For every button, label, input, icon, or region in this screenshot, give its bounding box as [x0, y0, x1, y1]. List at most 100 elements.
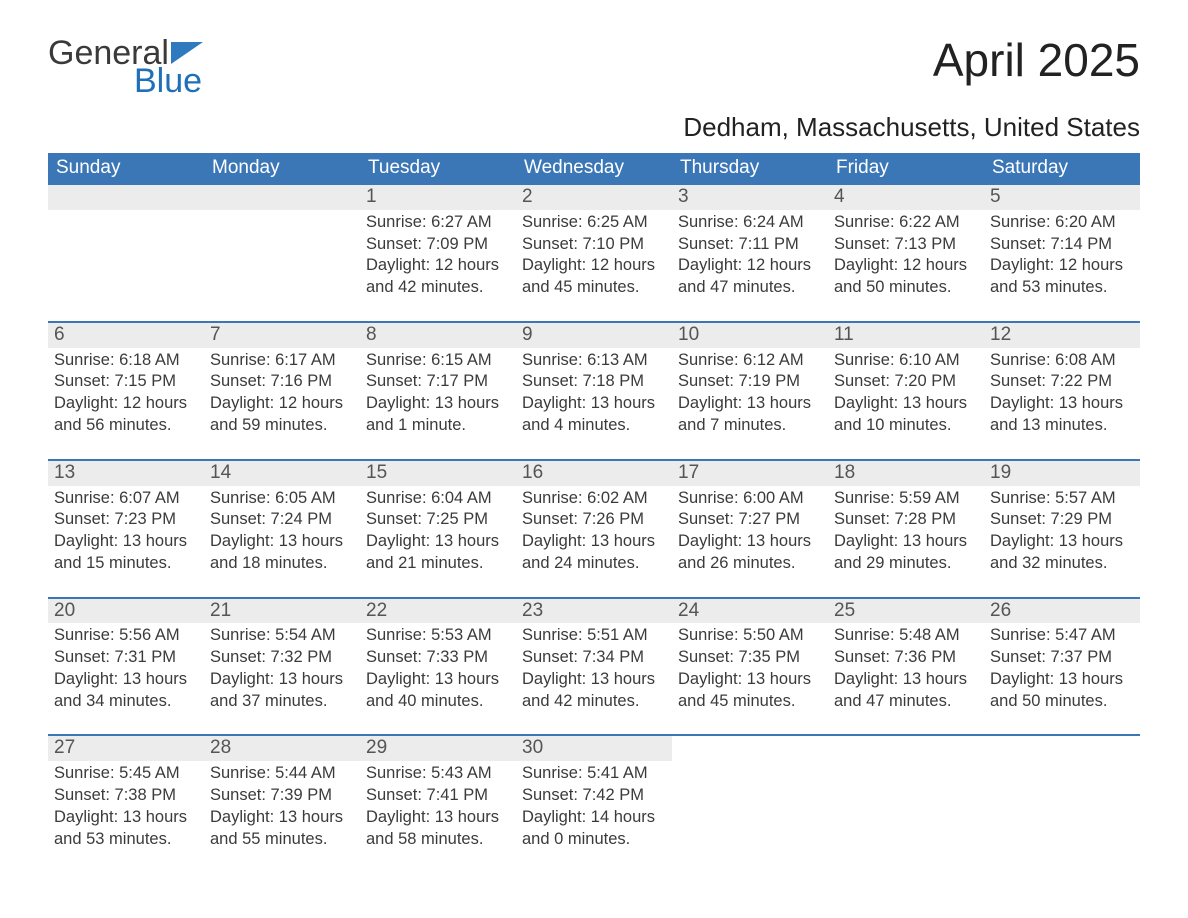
weekday-header: Tuesday	[360, 153, 516, 184]
calendar-cell: 7Sunrise: 6:17 AMSunset: 7:16 PMDaylight…	[204, 322, 360, 460]
calendar-cell: 30Sunrise: 5:41 AMSunset: 7:42 PMDayligh…	[516, 735, 672, 872]
calendar-cell: 2Sunrise: 6:25 AMSunset: 7:10 PMDaylight…	[516, 184, 672, 322]
calendar-cell: 4Sunrise: 6:22 AMSunset: 7:13 PMDaylight…	[828, 184, 984, 322]
day-number: 22	[360, 599, 516, 624]
day-details: Sunrise: 6:08 AMSunset: 7:22 PMDaylight:…	[984, 348, 1140, 459]
day-number: 25	[828, 599, 984, 624]
calendar-cell: 25Sunrise: 5:48 AMSunset: 7:36 PMDayligh…	[828, 598, 984, 736]
day-number: 6	[48, 323, 204, 348]
day-number: 18	[828, 461, 984, 486]
day-number: 1	[360, 185, 516, 210]
day-details: Sunrise: 5:56 AMSunset: 7:31 PMDaylight:…	[48, 623, 204, 734]
calendar-cell: 18Sunrise: 5:59 AMSunset: 7:28 PMDayligh…	[828, 460, 984, 598]
calendar-cell-empty	[204, 184, 360, 322]
calendar-cell: 22Sunrise: 5:53 AMSunset: 7:33 PMDayligh…	[360, 598, 516, 736]
calendar-cell-empty	[828, 735, 984, 872]
day-number: 7	[204, 323, 360, 348]
calendar-cell: 20Sunrise: 5:56 AMSunset: 7:31 PMDayligh…	[48, 598, 204, 736]
day-details: Sunrise: 6:02 AMSunset: 7:26 PMDaylight:…	[516, 486, 672, 597]
day-number: 27	[48, 736, 204, 761]
day-number: 8	[360, 323, 516, 348]
day-details: Sunrise: 5:54 AMSunset: 7:32 PMDaylight:…	[204, 623, 360, 734]
day-number: 5	[984, 185, 1140, 210]
calendar-cell-empty	[672, 735, 828, 872]
calendar-cell: 12Sunrise: 6:08 AMSunset: 7:22 PMDayligh…	[984, 322, 1140, 460]
day-number: 26	[984, 599, 1140, 624]
calendar-cell: 15Sunrise: 6:04 AMSunset: 7:25 PMDayligh…	[360, 460, 516, 598]
calendar-cell-empty	[48, 184, 204, 322]
day-details: Sunrise: 5:59 AMSunset: 7:28 PMDaylight:…	[828, 486, 984, 597]
calendar-cell-empty	[984, 735, 1140, 872]
calendar-cell: 6Sunrise: 6:18 AMSunset: 7:15 PMDaylight…	[48, 322, 204, 460]
day-details: Sunrise: 6:24 AMSunset: 7:11 PMDaylight:…	[672, 210, 828, 321]
day-details: Sunrise: 5:48 AMSunset: 7:36 PMDaylight:…	[828, 623, 984, 734]
header-row: General Blue April 2025	[48, 36, 1140, 98]
calendar-cell: 3Sunrise: 6:24 AMSunset: 7:11 PMDaylight…	[672, 184, 828, 322]
calendar-cell: 16Sunrise: 6:02 AMSunset: 7:26 PMDayligh…	[516, 460, 672, 598]
day-number: 20	[48, 599, 204, 624]
calendar-cell: 11Sunrise: 6:10 AMSunset: 7:20 PMDayligh…	[828, 322, 984, 460]
calendar-cell: 23Sunrise: 5:51 AMSunset: 7:34 PMDayligh…	[516, 598, 672, 736]
day-details: Sunrise: 5:50 AMSunset: 7:35 PMDaylight:…	[672, 623, 828, 734]
day-details: Sunrise: 6:18 AMSunset: 7:15 PMDaylight:…	[48, 348, 204, 459]
weekday-header: Sunday	[48, 153, 204, 184]
weekday-header: Saturday	[984, 153, 1140, 184]
calendar-cell: 21Sunrise: 5:54 AMSunset: 7:32 PMDayligh…	[204, 598, 360, 736]
day-details: Sunrise: 5:53 AMSunset: 7:33 PMDaylight:…	[360, 623, 516, 734]
day-number: 17	[672, 461, 828, 486]
weekday-header: Friday	[828, 153, 984, 184]
day-number: 15	[360, 461, 516, 486]
weekday-header: Monday	[204, 153, 360, 184]
calendar-body: 1Sunrise: 6:27 AMSunset: 7:09 PMDaylight…	[48, 184, 1140, 872]
day-details: Sunrise: 5:43 AMSunset: 7:41 PMDaylight:…	[360, 761, 516, 872]
day-details: Sunrise: 5:47 AMSunset: 7:37 PMDaylight:…	[984, 623, 1140, 734]
weekday-header: Thursday	[672, 153, 828, 184]
day-number: 9	[516, 323, 672, 348]
day-details: Sunrise: 6:00 AMSunset: 7:27 PMDaylight:…	[672, 486, 828, 597]
day-number: 14	[204, 461, 360, 486]
calendar-cell: 13Sunrise: 6:07 AMSunset: 7:23 PMDayligh…	[48, 460, 204, 598]
day-number: 19	[984, 461, 1140, 486]
calendar-cell: 14Sunrise: 6:05 AMSunset: 7:24 PMDayligh…	[204, 460, 360, 598]
flag-icon	[171, 42, 203, 64]
day-details: Sunrise: 6:15 AMSunset: 7:17 PMDaylight:…	[360, 348, 516, 459]
brand-logo: General Blue	[48, 36, 203, 98]
day-number: 12	[984, 323, 1140, 348]
day-details: Sunrise: 5:41 AMSunset: 7:42 PMDaylight:…	[516, 761, 672, 872]
day-number: 29	[360, 736, 516, 761]
calendar-cell: 9Sunrise: 6:13 AMSunset: 7:18 PMDaylight…	[516, 322, 672, 460]
page-title: April 2025	[933, 36, 1140, 84]
day-details: Sunrise: 5:51 AMSunset: 7:34 PMDaylight:…	[516, 623, 672, 734]
day-details: Sunrise: 5:44 AMSunset: 7:39 PMDaylight:…	[204, 761, 360, 872]
day-number: 23	[516, 599, 672, 624]
day-details: Sunrise: 6:13 AMSunset: 7:18 PMDaylight:…	[516, 348, 672, 459]
calendar-cell: 8Sunrise: 6:15 AMSunset: 7:17 PMDaylight…	[360, 322, 516, 460]
day-number: 13	[48, 461, 204, 486]
day-details: Sunrise: 6:10 AMSunset: 7:20 PMDaylight:…	[828, 348, 984, 459]
day-number: 3	[672, 185, 828, 210]
day-details: Sunrise: 6:07 AMSunset: 7:23 PMDaylight:…	[48, 486, 204, 597]
day-number: 10	[672, 323, 828, 348]
calendar-cell: 26Sunrise: 5:47 AMSunset: 7:37 PMDayligh…	[984, 598, 1140, 736]
day-details: Sunrise: 6:22 AMSunset: 7:13 PMDaylight:…	[828, 210, 984, 321]
day-number: 16	[516, 461, 672, 486]
day-number: 24	[672, 599, 828, 624]
day-number: 11	[828, 323, 984, 348]
calendar-cell: 10Sunrise: 6:12 AMSunset: 7:19 PMDayligh…	[672, 322, 828, 460]
calendar-cell: 19Sunrise: 5:57 AMSunset: 7:29 PMDayligh…	[984, 460, 1140, 598]
calendar-cell: 24Sunrise: 5:50 AMSunset: 7:35 PMDayligh…	[672, 598, 828, 736]
day-details: Sunrise: 6:17 AMSunset: 7:16 PMDaylight:…	[204, 348, 360, 459]
day-number: 30	[516, 736, 672, 761]
day-details: Sunrise: 6:05 AMSunset: 7:24 PMDaylight:…	[204, 486, 360, 597]
day-number: 2	[516, 185, 672, 210]
calendar-cell: 17Sunrise: 6:00 AMSunset: 7:27 PMDayligh…	[672, 460, 828, 598]
calendar-cell: 29Sunrise: 5:43 AMSunset: 7:41 PMDayligh…	[360, 735, 516, 872]
day-number: 28	[204, 736, 360, 761]
day-details: Sunrise: 6:04 AMSunset: 7:25 PMDaylight:…	[360, 486, 516, 597]
day-details: Sunrise: 5:57 AMSunset: 7:29 PMDaylight:…	[984, 486, 1140, 597]
day-details: Sunrise: 5:45 AMSunset: 7:38 PMDaylight:…	[48, 761, 204, 872]
calendar-cell: 28Sunrise: 5:44 AMSunset: 7:39 PMDayligh…	[204, 735, 360, 872]
calendar-cell: 5Sunrise: 6:20 AMSunset: 7:14 PMDaylight…	[984, 184, 1140, 322]
day-details: Sunrise: 6:20 AMSunset: 7:14 PMDaylight:…	[984, 210, 1140, 321]
calendar-cell: 27Sunrise: 5:45 AMSunset: 7:38 PMDayligh…	[48, 735, 204, 872]
